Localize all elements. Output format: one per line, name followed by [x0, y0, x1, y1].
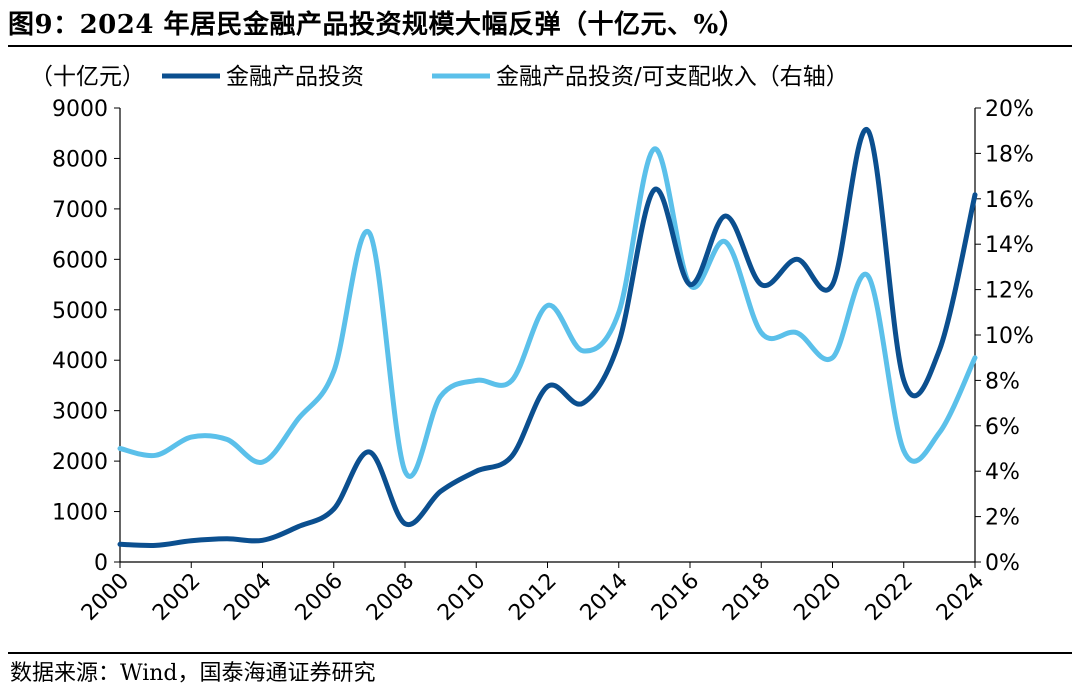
left-tick-label: 2000 [52, 450, 108, 475]
left-tick-label: 6000 [52, 248, 108, 273]
series-line-ratio [117, 146, 978, 479]
right-tick-label: 2% [985, 506, 1020, 531]
left-tick-label: 3000 [52, 400, 108, 425]
x-tick-label: 2010 [433, 569, 490, 626]
x-tick-label: 2018 [718, 569, 775, 626]
right-tick-label: 20% [985, 97, 1034, 122]
x-tick-label: 2012 [504, 569, 561, 626]
title-rule [8, 45, 1072, 47]
x-tick-label: 2020 [789, 569, 846, 626]
x-tick-label: 2024 [932, 569, 989, 626]
source-note: 数据来源：Wind，国泰海通证券研究 [10, 661, 376, 686]
left-tick-label: 5000 [52, 299, 108, 324]
x-tick-label: 2016 [647, 569, 704, 626]
left-tick-label: 9000 [52, 97, 108, 122]
left-tick-label: 8000 [52, 147, 108, 172]
right-tick-label: 16% [985, 188, 1034, 213]
x-tick-label: 2006 [291, 569, 348, 626]
right-tick-label: 0% [985, 551, 1020, 576]
x-tick-label: 2022 [861, 569, 918, 626]
x-tick-label: 2014 [576, 569, 633, 626]
left-tick-label: 4000 [52, 349, 108, 374]
x-tick-label: 2002 [148, 569, 205, 626]
x-tick-label: 2008 [362, 569, 419, 626]
source-rule [8, 652, 1072, 654]
legend-label: 金融产品投资 [226, 64, 364, 90]
axes [114, 107, 981, 568]
left-tick-label: 1000 [52, 501, 108, 526]
right-tick-label: 12% [985, 279, 1034, 304]
right-tick-label: 10% [985, 324, 1034, 349]
left-tick-label: 0 [94, 551, 108, 576]
right-tick-label: 4% [985, 460, 1020, 485]
legend: （十亿元） 金融产品投资 金融产品投资/可支配收入（右轴） [30, 64, 849, 90]
left-axis-unit: （十亿元） [30, 64, 145, 90]
series-line-investment [117, 127, 978, 549]
x-tick-label: 2004 [219, 569, 276, 626]
chart-title: 图9：2024 年居民金融产品投资规模大幅反弹（十亿元、%） [8, 10, 746, 40]
right-tick-label: 6% [985, 415, 1020, 440]
legend-label: 金融产品投资/可支配收入（右轴） [496, 64, 849, 90]
series-lines [117, 127, 978, 549]
right-tick-label: 8% [985, 369, 1020, 394]
left-tick-label: 7000 [52, 198, 108, 223]
x-tick-label: 2000 [77, 569, 134, 626]
right-tick-label: 14% [985, 233, 1034, 258]
right-tick-label: 18% [985, 142, 1034, 167]
